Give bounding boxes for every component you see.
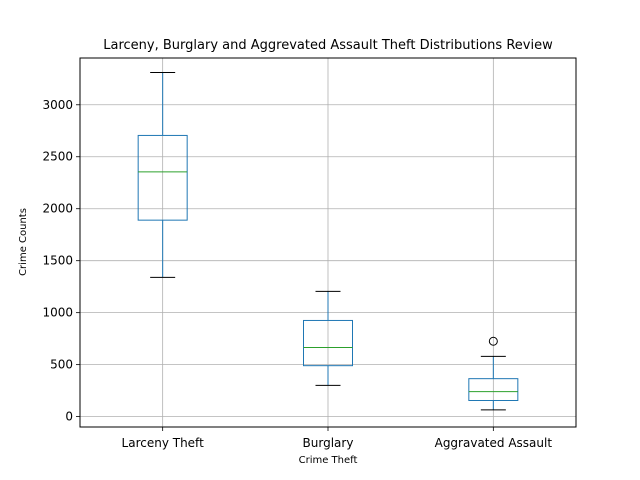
- y-tick-label: 1500: [42, 254, 73, 268]
- y-tick-label: 3000: [42, 98, 73, 112]
- x-axis: Larceny Theft Burglary Aggravated Assault: [122, 427, 553, 450]
- x-tick-label: Aggravated Assault: [435, 436, 553, 450]
- y-axis-label: Crime Counts: [18, 208, 29, 276]
- iqr-box: [137, 134, 188, 221]
- y-tick-label: 1000: [42, 306, 73, 320]
- box-0: [137, 72, 188, 278]
- y-tick-label: 2000: [42, 202, 73, 216]
- outlier-point: [488, 336, 498, 346]
- x-axis-label: Crime Theft: [299, 455, 358, 466]
- x-tick-label: Burglary: [303, 436, 354, 450]
- y-axis: 0 500 1000 1500 2000 2500 3000: [42, 98, 80, 424]
- y-tick-label: 500: [50, 358, 73, 372]
- box-group: [137, 72, 519, 411]
- box-1: [303, 290, 353, 386]
- chart-title: Larceny, Burglary and Aggrevated Assault…: [103, 38, 553, 53]
- iqr-box: [303, 319, 353, 367]
- box-2: [468, 336, 519, 411]
- y-tick-label: 2500: [42, 150, 73, 164]
- iqr-box: [468, 378, 519, 401]
- y-tick-label: 0: [65, 410, 73, 424]
- x-tick-label: Larceny Theft: [122, 436, 205, 450]
